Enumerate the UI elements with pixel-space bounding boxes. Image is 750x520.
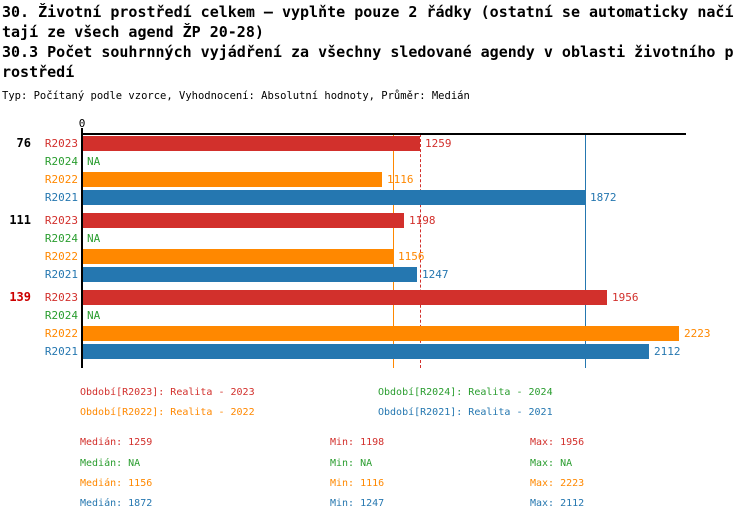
stat-max-r2021: Max: 2112: [530, 498, 585, 509]
bar-value-r2022-group-139: 2223: [684, 327, 711, 340]
bar-r2023-group-76: [83, 136, 420, 151]
median-line-r2023: [420, 134, 422, 368]
bar-value-r2023-group-139: 1956: [612, 291, 639, 304]
row-label-r2021-group-139: R2021: [44, 345, 78, 358]
report-subquestion-line-2: rostředí: [2, 63, 75, 81]
row-label-r2024-group-111: R2024: [44, 232, 78, 245]
report-subquestion-line-1: 30.3 Počet souhrnných vyjádření za všech…: [2, 43, 734, 61]
na-value-r2024-group-139: NA: [87, 309, 101, 322]
legend-item-r2023: Období[R2023]: Realita - 2023: [80, 387, 255, 398]
stat-max-r2023: Max: 1956: [530, 437, 585, 448]
bar-r2022-group-76: [83, 172, 382, 187]
stat-min-r2022: Min: 1116: [330, 478, 385, 489]
bar-value-r2022-group-76: 1116: [387, 173, 414, 186]
median-line-r2021: [585, 134, 586, 368]
bar-r2021-group-111: [83, 267, 417, 282]
bar-r2021-group-139: [83, 344, 649, 359]
bar-r2021-group-76: [83, 190, 585, 205]
bar-value-r2023-group-76: 1259: [425, 137, 452, 150]
x-axis-line: [81, 133, 686, 135]
row-label-r2023-group-76: R2023: [44, 137, 78, 150]
legend-item-r2022: Období[R2022]: Realita - 2022: [80, 407, 255, 418]
legend-item-r2021: Období[R2021]: Realita - 2021: [378, 407, 553, 418]
row-label-r2023-group-139: R2023: [44, 291, 78, 304]
row-label-r2023-group-111: R2023: [44, 214, 78, 227]
legend-item-r2024: Období[R2024]: Realita - 2024: [378, 387, 553, 398]
y-axis-line: [81, 128, 83, 368]
stat-max-r2022: Max: 2223: [530, 478, 585, 489]
stat-median-r2021: Medián: 1872: [80, 498, 153, 509]
stat-median-r2024: Medián: NA: [80, 458, 141, 469]
stat-min-r2021: Min: 1247: [330, 498, 385, 509]
stat-max-r2024: Max: NA: [530, 458, 573, 469]
row-label-r2022-group-139: R2022: [44, 327, 78, 340]
bar-r2022-group-111: [83, 249, 393, 264]
x-axis-origin-label: 0: [78, 117, 86, 130]
na-value-r2024-group-76: NA: [87, 155, 101, 168]
bar-r2023-group-139: [83, 290, 607, 305]
bar-r2022-group-139: [83, 326, 679, 341]
bar-value-r2021-group-111: 1247: [422, 268, 449, 281]
na-value-r2024-group-111: NA: [87, 232, 101, 245]
stat-min-r2023: Min: 1198: [330, 437, 385, 448]
report-title-line-1: 30. Životní prostředí celkem – vyplňte p…: [2, 3, 734, 21]
bar-value-r2023-group-111: 1198: [409, 214, 436, 227]
stat-median-r2023: Medián: 1259: [80, 437, 153, 448]
row-label-r2024-group-76: R2024: [44, 155, 78, 168]
group-label-76: 76: [16, 136, 31, 150]
bar-r2023-group-111: [83, 213, 404, 228]
row-label-r2021-group-111: R2021: [44, 268, 78, 281]
stat-median-r2022: Medián: 1156: [80, 478, 153, 489]
row-label-r2024-group-139: R2024: [44, 309, 78, 322]
row-label-r2021-group-76: R2021: [44, 191, 78, 204]
stat-min-r2024: Min: NA: [330, 458, 373, 469]
bar-value-r2022-group-111: 1156: [398, 250, 425, 263]
indicator-type-line: Typ: Počítaný podle vzorce, Vyhodnocení:…: [2, 90, 470, 102]
row-label-r2022-group-76: R2022: [44, 173, 78, 186]
median-line-r2022: [393, 134, 394, 368]
group-label-111: 111: [9, 213, 31, 227]
bar-value-r2021-group-76: 1872: [590, 191, 617, 204]
group-label-139: 139: [9, 290, 31, 304]
row-label-r2022-group-111: R2022: [44, 250, 78, 263]
report-title-line-2: tají ze všech agend ŽP 20-28): [2, 23, 264, 41]
bar-value-r2021-group-139: 2112: [654, 345, 681, 358]
